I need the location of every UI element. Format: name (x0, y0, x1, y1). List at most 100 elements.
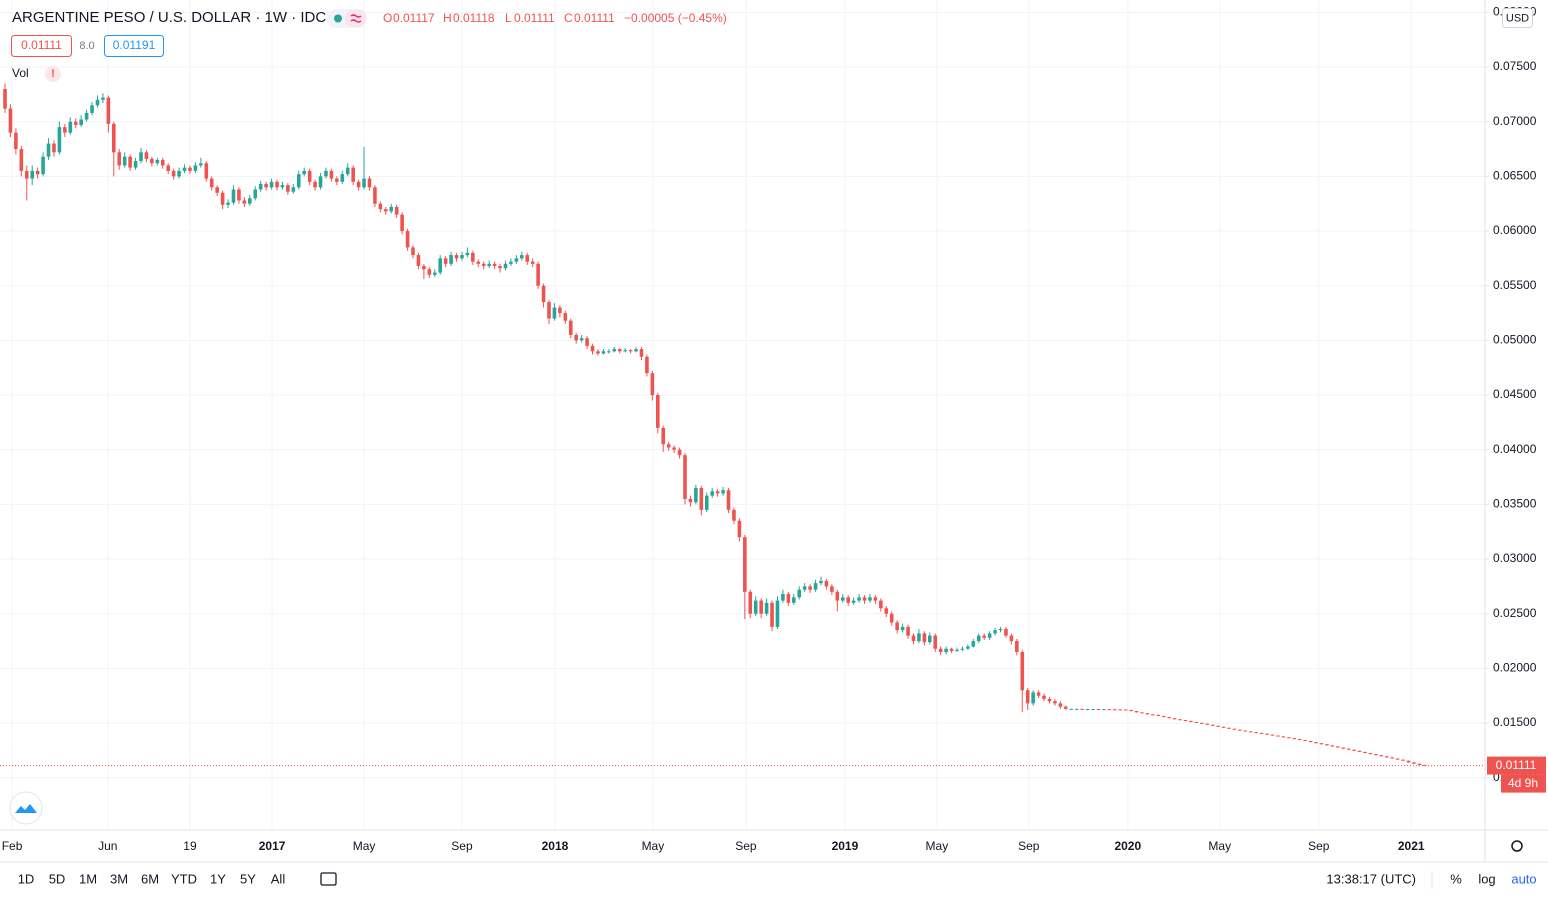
candle-body (1031, 692, 1035, 704)
price-tag: 0.01111 4d 9h (0, 756, 1546, 793)
candle-body (258, 184, 263, 190)
ohlc-change: −0.00005 (−0.45%) (624, 11, 727, 25)
timeframe-button[interactable]: 5D (49, 871, 66, 886)
candle-body (199, 163, 203, 166)
candle-body (743, 537, 747, 592)
candle-body (503, 263, 508, 269)
candle-body (19, 149, 24, 171)
timeframe-button[interactable]: All (271, 871, 286, 886)
candle-body (1178, 719, 1182, 721)
candle-body (384, 209, 388, 212)
countdown-box (1501, 774, 1546, 793)
candle-body (188, 167, 192, 171)
candle-body (1423, 764, 1427, 766)
y-tick-label: 0.04000 (1493, 442, 1537, 456)
candle-body (628, 350, 633, 352)
y-tick-label: 0.06500 (1493, 169, 1537, 183)
candle-body (41, 156, 45, 175)
scale-button[interactable]: % (1450, 871, 1462, 886)
candle-body (1352, 749, 1356, 751)
candle-body (530, 261, 535, 264)
scale-button[interactable]: auto (1511, 871, 1536, 886)
candle-body (541, 285, 546, 303)
candle-body (416, 255, 421, 267)
timeframe-button[interactable]: 6M (141, 871, 159, 886)
candle-body (340, 174, 345, 182)
candle-body (220, 192, 225, 205)
y-tick-label: 0.06000 (1493, 223, 1537, 237)
candle-body (427, 269, 432, 275)
y-tick-label: 0.07000 (1493, 114, 1537, 128)
candle-body (683, 455, 687, 499)
candle-body (726, 490, 731, 510)
x-tick-label: Sep (1308, 839, 1330, 853)
candle-body (1063, 706, 1068, 709)
bid-box[interactable] (11, 35, 72, 57)
candle-body (242, 200, 247, 204)
candle-body (715, 491, 720, 494)
candle-body (139, 152, 143, 162)
candle-body (84, 112, 89, 120)
volume-alert-badge[interactable] (45, 66, 61, 82)
candle-body (422, 266, 426, 270)
candle-body (585, 338, 589, 346)
candle-body (177, 170, 181, 177)
candle-body (90, 105, 94, 113)
candle-body (345, 167, 350, 175)
candle-body (900, 626, 905, 631)
timeframe-button[interactable]: 1Y (210, 871, 226, 886)
candle-body (144, 152, 149, 159)
timeframe-button[interactable]: 1D (18, 871, 35, 886)
candle-body (1145, 713, 1150, 715)
x-tick-label: 2020 (1114, 839, 1141, 853)
candle-body (1232, 728, 1237, 730)
ohlc-high: 0.01118 (453, 11, 495, 25)
currency: USD (1506, 12, 1529, 24)
candle-body (710, 491, 714, 496)
candle-body (1319, 743, 1324, 745)
y-tick-label: 0.01500 (1493, 715, 1537, 729)
candle-body (1368, 753, 1373, 755)
candle-body (291, 187, 296, 192)
candle-body (884, 608, 889, 614)
candle-body (835, 591, 840, 601)
candle-body (150, 158, 154, 164)
candle-body (732, 509, 736, 521)
candle-body (329, 170, 334, 179)
candle-body (1254, 732, 1258, 734)
candle-body (1199, 722, 1204, 724)
candle-body (960, 648, 965, 650)
candle-body (552, 307, 557, 319)
candle-body (1216, 725, 1220, 727)
candle-body (889, 613, 894, 623)
volume-label: Vol (12, 66, 29, 80)
timeframe-button[interactable]: 5Y (240, 871, 256, 886)
candle-body (1297, 739, 1302, 741)
candle-body (1140, 712, 1144, 714)
candle-body (677, 449, 682, 456)
y-tick-label: 0.03500 (1493, 497, 1537, 511)
candle-body (356, 181, 361, 188)
x-tick-label: 19 (183, 839, 197, 853)
scale-button[interactable]: log (1478, 871, 1495, 886)
candle-body (617, 349, 622, 352)
candle-body (922, 633, 927, 643)
timeframe-button[interactable]: 3M (110, 871, 128, 886)
candle-body (579, 338, 584, 341)
candle-body (1248, 731, 1253, 733)
candle-body (1238, 729, 1242, 731)
currency-box[interactable] (1502, 8, 1533, 28)
ask-box[interactable] (104, 35, 164, 57)
candle-body (204, 163, 209, 179)
timeframe-button[interactable]: YTD (171, 871, 197, 886)
delay-badge[interactable] (345, 10, 366, 27)
logo-badge[interactable] (9, 791, 43, 825)
candle-body (520, 255, 524, 259)
candle-body (193, 165, 198, 171)
date-range-icon[interactable] (320, 872, 337, 886)
candle-body (753, 600, 758, 614)
candle-body (509, 261, 513, 264)
y-tick-label: 0.05500 (1493, 278, 1537, 292)
settings-icon[interactable] (1511, 840, 1523, 852)
timeframe-button[interactable]: 1M (79, 871, 97, 886)
